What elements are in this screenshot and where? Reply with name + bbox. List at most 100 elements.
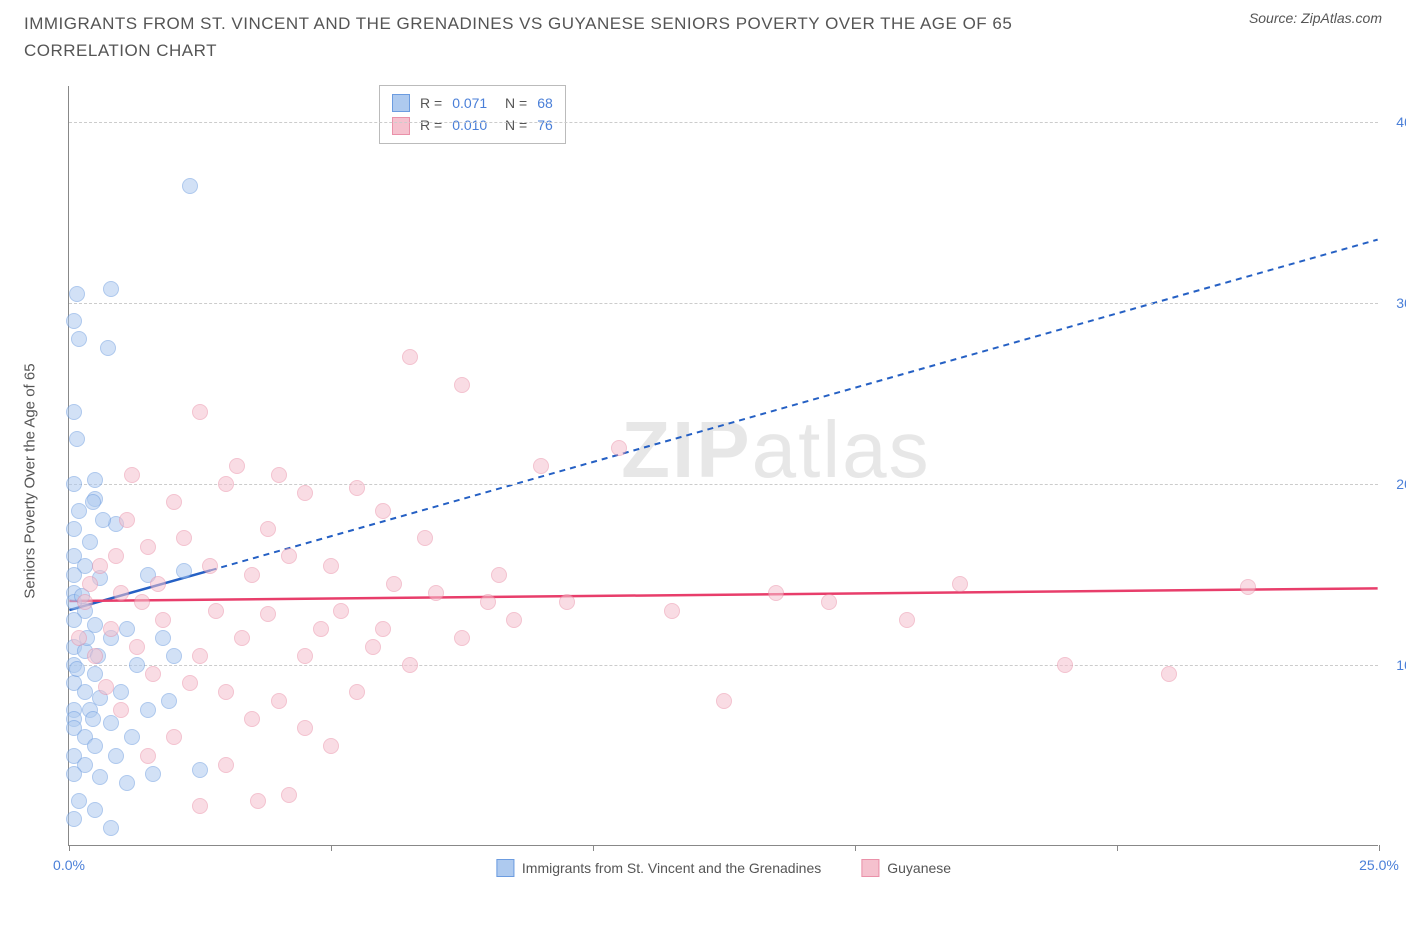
data-point — [454, 630, 470, 646]
legend-label-1: Immigrants from St. Vincent and the Gren… — [522, 860, 821, 876]
data-point — [161, 693, 177, 709]
data-point — [92, 558, 108, 574]
data-point — [1161, 666, 1177, 682]
data-point — [150, 576, 166, 592]
data-point — [313, 621, 329, 637]
data-point — [69, 431, 85, 447]
x-tick — [593, 845, 594, 851]
data-point — [244, 711, 260, 727]
data-point — [192, 648, 208, 664]
data-point — [124, 729, 140, 745]
data-point — [952, 576, 968, 592]
data-point — [260, 606, 276, 622]
data-point — [365, 639, 381, 655]
stats-legend-box: R = 0.071 N = 68 R = 0.010 N = 76 — [379, 85, 566, 144]
gridline-h — [69, 303, 1378, 304]
swatch-series-1 — [392, 94, 410, 112]
chart-title: IMMIGRANTS FROM ST. VINCENT AND THE GREN… — [24, 10, 1124, 64]
y-tick-label: 10.0% — [1396, 657, 1406, 673]
data-point — [611, 440, 627, 456]
data-point — [119, 775, 135, 791]
data-point — [375, 503, 391, 519]
data-point — [69, 661, 85, 677]
data-point — [768, 585, 784, 601]
x-tick — [331, 845, 332, 851]
data-point — [124, 467, 140, 483]
data-point — [428, 585, 444, 601]
data-point — [323, 558, 339, 574]
data-point — [176, 563, 192, 579]
data-point — [664, 603, 680, 619]
data-point — [716, 693, 732, 709]
data-point — [375, 621, 391, 637]
data-point — [297, 648, 313, 664]
data-point — [218, 757, 234, 773]
data-point — [66, 567, 82, 583]
data-point — [66, 766, 82, 782]
r-value-2: 0.010 — [452, 114, 487, 136]
data-point — [333, 603, 349, 619]
data-point — [66, 404, 82, 420]
x-tick-label: 0.0% — [53, 857, 85, 873]
data-point — [66, 521, 82, 537]
data-point — [271, 693, 287, 709]
data-point — [113, 702, 129, 718]
data-point — [100, 340, 116, 356]
data-point — [71, 331, 87, 347]
n-value-1: 68 — [537, 92, 553, 114]
data-point — [77, 684, 93, 700]
data-point — [98, 679, 114, 695]
n-value-2: 76 — [537, 114, 553, 136]
data-point — [95, 512, 111, 528]
data-point — [145, 666, 161, 682]
legend-bottom: Immigrants from St. Vincent and the Gren… — [496, 859, 951, 877]
data-point — [176, 530, 192, 546]
data-point — [129, 639, 145, 655]
data-point — [71, 503, 87, 519]
data-point — [192, 404, 208, 420]
x-tick — [1379, 845, 1380, 851]
data-point — [480, 594, 496, 610]
data-point — [182, 675, 198, 691]
data-point — [108, 548, 124, 564]
data-point — [87, 648, 103, 664]
gridline-h — [69, 665, 1378, 666]
data-point — [87, 472, 103, 488]
data-point — [119, 512, 135, 528]
r-value-1: 0.071 — [452, 92, 487, 114]
data-point — [82, 576, 98, 592]
legend-swatch-1 — [496, 859, 514, 877]
data-point — [66, 476, 82, 492]
watermark: ZIPatlas — [621, 404, 930, 496]
data-point — [113, 684, 129, 700]
data-point — [119, 621, 135, 637]
data-point — [218, 476, 234, 492]
x-tick — [855, 845, 856, 851]
data-point — [1057, 657, 1073, 673]
data-point — [349, 480, 365, 496]
data-point — [92, 769, 108, 785]
data-point — [533, 458, 549, 474]
data-point — [402, 349, 418, 365]
data-point — [103, 621, 119, 637]
data-point — [77, 594, 93, 610]
data-point — [202, 558, 218, 574]
data-point — [69, 286, 85, 302]
swatch-series-2 — [392, 117, 410, 135]
data-point — [82, 534, 98, 550]
data-point — [166, 494, 182, 510]
data-point — [129, 657, 145, 673]
data-point — [113, 585, 129, 601]
data-point — [281, 548, 297, 564]
data-point — [402, 657, 418, 673]
data-point — [260, 521, 276, 537]
legend-label-2: Guyanese — [887, 860, 951, 876]
data-point — [66, 612, 82, 628]
y-tick-label: 30.0% — [1396, 295, 1406, 311]
data-point — [108, 748, 124, 764]
y-tick-label: 20.0% — [1396, 476, 1406, 492]
data-point — [506, 612, 522, 628]
data-point — [87, 802, 103, 818]
data-point — [323, 738, 339, 754]
data-point — [250, 793, 266, 809]
